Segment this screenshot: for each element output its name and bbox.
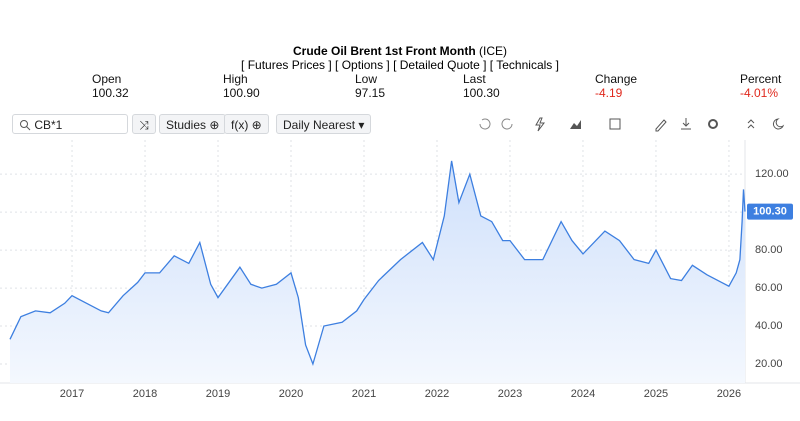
header-links[interactable]: [ Futures Prices ] [ Options ] [ Detaile… [241, 58, 559, 72]
search-text: CB*1 [34, 118, 63, 132]
settings-icon[interactable] [708, 119, 718, 129]
chart: 20.0040.0060.0080.00100.00120.0020172018… [0, 140, 800, 400]
y-tick-label: 60.00 [755, 282, 783, 294]
collapse-icon[interactable] [747, 119, 755, 129]
x-tick-label: 2023 [498, 388, 522, 400]
quote-value: -4.19 [595, 86, 623, 100]
theme-icon[interactable] [772, 118, 785, 130]
toolbar-icons[interactable] [468, 114, 792, 134]
y-tick-label: 80.00 [755, 244, 783, 256]
search-box[interactable]: CB*1 [12, 114, 128, 134]
chart-type-icon[interactable] [570, 120, 581, 129]
quote-label: Low [355, 72, 378, 86]
x-tick-label: 2020 [279, 388, 303, 400]
pen-icon[interactable] [655, 119, 667, 132]
area [10, 160, 745, 383]
studies-label: Studies [166, 118, 207, 132]
y-tick-label: 20.00 [755, 358, 783, 370]
studies-button[interactable]: Studies ⊕ [159, 114, 227, 134]
header-title: Crude Oil Brent 1st Front Month (ICE) [0, 44, 800, 58]
last-price-tag [747, 203, 793, 220]
x-tick-label: 2026 [717, 388, 741, 400]
y-tick-label: 40.00 [755, 320, 783, 332]
quote-value: 100.32 [92, 86, 129, 100]
quote-value: 100.30 [463, 86, 500, 100]
fx-label: f(x) [231, 118, 249, 132]
download-icon[interactable] [681, 118, 691, 130]
x-tick-label: 2019 [206, 388, 230, 400]
redo-icon[interactable] [501, 118, 513, 130]
x-tick-label: 2024 [571, 388, 595, 400]
x-tick-label: 2022 [425, 388, 449, 400]
quote-label: Open [92, 72, 122, 86]
quote-label: High [223, 72, 248, 86]
y-tick-label: 120.00 [755, 168, 789, 180]
undo-icon[interactable] [479, 118, 491, 130]
fx-button[interactable]: f(x) ⊕ [224, 114, 269, 134]
compare-button[interactable]: ⤨ [132, 114, 156, 134]
last-price-label: 100.30 [753, 205, 787, 217]
draw-icon[interactable] [535, 117, 545, 132]
quote-label: Percent [740, 72, 782, 86]
x-tick-label: 2017 [60, 388, 84, 400]
search-icon [20, 120, 31, 131]
exchange: (ICE) [479, 44, 507, 58]
quote-label: Change [595, 72, 638, 86]
period-button[interactable]: Daily Nearest ▾ [276, 114, 372, 134]
title: Crude Oil Brent 1st Front Month [292, 44, 476, 58]
x-tick-label: 2025 [644, 388, 668, 400]
quote-value: -4.01% [740, 86, 779, 100]
x-tick-label: 2021 [352, 388, 376, 400]
quote-value: 100.90 [223, 86, 260, 100]
toolbar: CB*1 ⤨ Studies ⊕ f(x) ⊕ Daily Nearest ▾ [8, 110, 792, 138]
layout-icon[interactable] [609, 118, 621, 130]
period-label: Daily Nearest [283, 118, 356, 132]
x-tick-label: 2018 [133, 388, 157, 400]
quote-label: Last [463, 72, 486, 86]
quote-value: 97.15 [355, 86, 386, 100]
price-line [9, 160, 746, 367]
